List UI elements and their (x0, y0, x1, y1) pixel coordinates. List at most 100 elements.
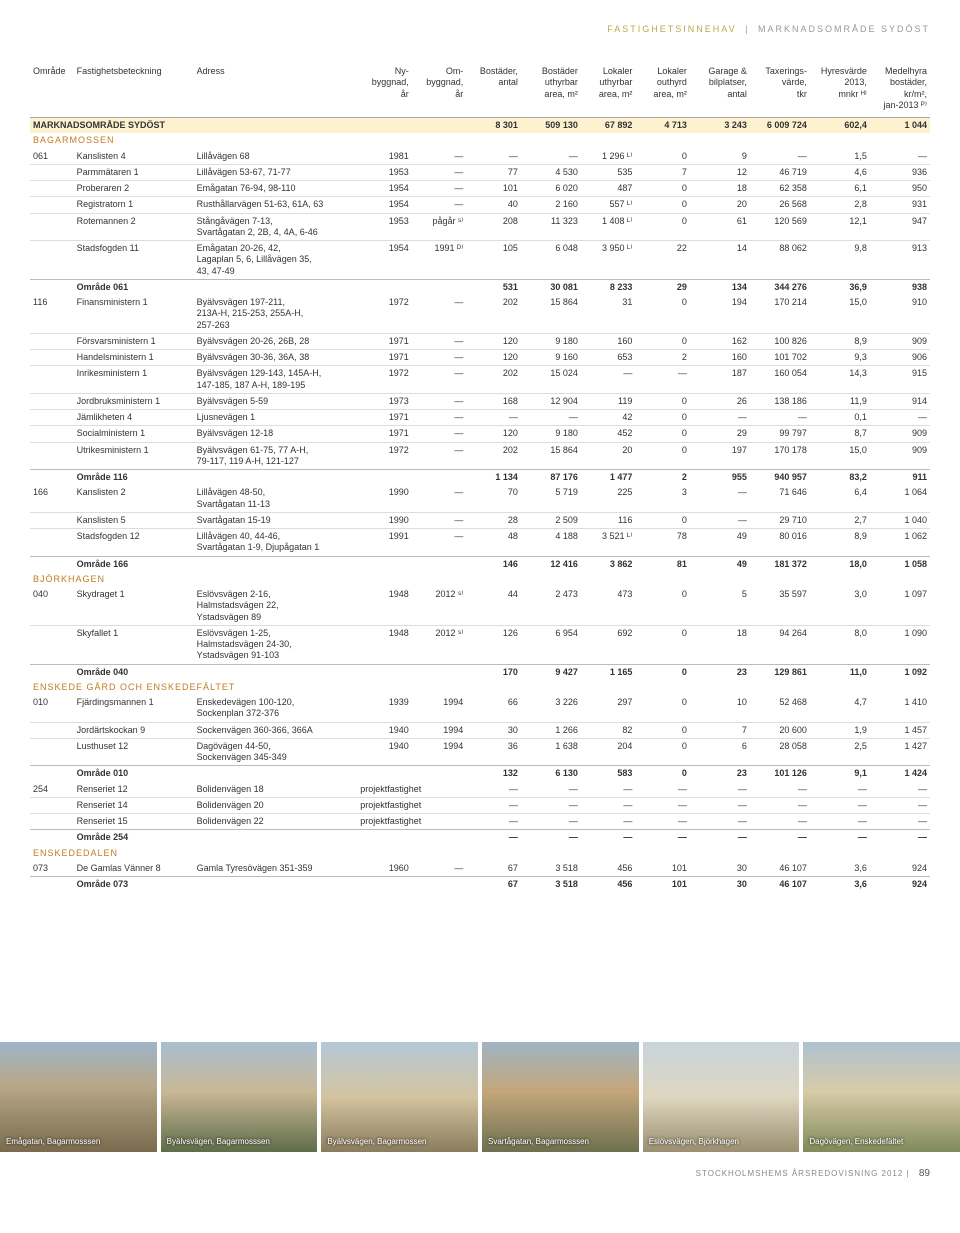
cell: 010 (30, 695, 74, 722)
cell: 7 (690, 722, 750, 738)
photo: Eslövsvägen, Björkhagen (643, 1042, 800, 1152)
cell: 116 (581, 512, 636, 528)
cell: 120 569 (750, 213, 810, 241)
cell: 67 (466, 861, 521, 877)
cell: — (635, 814, 690, 830)
cell: Svartågatan 15-19 (194, 512, 358, 528)
cell: 1 477 (581, 470, 636, 486)
cell: — (870, 797, 930, 813)
photo-caption: Dagövägen, Enskedefältet (809, 1137, 903, 1146)
cell: 1 044 (870, 118, 930, 134)
cell: 4,7 (810, 695, 870, 722)
table-row: 040Skydraget 1Eslövsvägen 2-16,Halmstads… (30, 587, 930, 625)
cell: 3 862 (581, 556, 636, 572)
cell: Dagövägen 44-50,Sockenvägen 345-349 (194, 738, 358, 766)
cell: 61 (690, 213, 750, 241)
cell: 70 (466, 485, 521, 512)
cell: Handelsministern 1 (74, 350, 194, 366)
photo-caption: Byälvsvägen, Bagarmosssen (167, 1137, 270, 1146)
cell: 101 (635, 877, 690, 893)
cell: 80 016 (750, 529, 810, 557)
cell: — (690, 410, 750, 426)
cell: 23 (690, 766, 750, 782)
cell: Stadsfogden 11 (74, 241, 194, 280)
cell: Gamla Tyresövägen 351-359 (194, 861, 358, 877)
cell: — (412, 333, 467, 349)
cell: Jordärtskockan 9 (74, 722, 194, 738)
cell: Emågatan 20-26, 42,Lagaplan 5, 6, Lillåv… (194, 241, 358, 280)
cell: 9,8 (810, 241, 870, 280)
cell: — (870, 782, 930, 798)
cell: Stadsfogden 12 (74, 529, 194, 557)
cell: — (521, 814, 581, 830)
cell: 225 (581, 485, 636, 512)
cell: Rusthållarvägen 51-63, 61A, 63 (194, 197, 358, 213)
cell: 509 130 (521, 118, 581, 134)
cell: 0 (635, 664, 690, 680)
cell (30, 529, 74, 557)
cell: 1,9 (810, 722, 870, 738)
photo: Dagövägen, Enskedefältet (803, 1042, 960, 1152)
cell (30, 664, 74, 680)
cell: Skyfallet 1 (74, 625, 194, 664)
cell: 254 (30, 782, 74, 798)
cell (30, 366, 74, 394)
cell: 938 (870, 279, 930, 295)
cell: 924 (870, 877, 930, 893)
cell: — (690, 782, 750, 798)
cell: — (412, 529, 467, 557)
subtotal-row: Område 1161 13487 1761 4772955940 95783,… (30, 470, 930, 486)
photo-caption: Eslövsvägen, Björkhagen (649, 1137, 739, 1146)
cell: 2 473 (521, 587, 581, 625)
group-header: ENSKEDE GÅRD OCH ENSKEDEFÄLTET (30, 680, 930, 695)
cell (357, 877, 412, 893)
cell: 11,9 (810, 393, 870, 409)
cell (412, 664, 467, 680)
cell: 2012 ˢ⁾ (412, 587, 467, 625)
cell: — (690, 512, 750, 528)
cell: 1 427 (870, 738, 930, 766)
cell: 913 (870, 241, 930, 280)
cell: — (690, 814, 750, 830)
cell: 1 090 (870, 625, 930, 664)
cell: 48 (466, 529, 521, 557)
cell: 6,1 (810, 181, 870, 197)
cell: 6 009 724 (750, 118, 810, 134)
table-row: Kanslisten 5Svartågatan 15-191990—282 50… (30, 512, 930, 528)
cell: 4 713 (635, 118, 690, 134)
cell (30, 213, 74, 241)
cell: 15,0 (810, 442, 870, 470)
cell: 29 (690, 426, 750, 442)
cell: Byälvsvägen 61-75, 77 A-H,79-117, 119 A-… (194, 442, 358, 470)
cell: 28 058 (750, 738, 810, 766)
cell: 119 (581, 393, 636, 409)
market-total-row: MARKNADSOMRÅDE SYDÖST8 301509 13067 8924… (30, 118, 930, 134)
cell: 1 064 (870, 485, 930, 512)
cell: 8 233 (581, 279, 636, 295)
cell: 9 427 (521, 664, 581, 680)
cell (30, 442, 74, 470)
cell: Socialministern 1 (74, 426, 194, 442)
cell: Eslövsvägen 1-25,Halmstadsvägen 24-30,Ys… (194, 625, 358, 664)
cell: 170 214 (750, 295, 810, 333)
cell: 3 518 (521, 861, 581, 877)
photo-caption: Emågatan, Bagarmosssen (6, 1137, 100, 1146)
cell: 26 568 (750, 197, 810, 213)
cell: 202 (466, 295, 521, 333)
cell: 40 (466, 197, 521, 213)
cell: 1 408 ᴸ⁾ (581, 213, 636, 241)
cell: BAGARMOSSEN (30, 133, 930, 148)
cell: — (690, 485, 750, 512)
cell: — (412, 181, 467, 197)
table-row: Utrikesministern 1Byälvsvägen 61-75, 77 … (30, 442, 930, 470)
cell: 22 (635, 241, 690, 280)
cell: 940 957 (750, 470, 810, 486)
cell: Inrikesministern 1 (74, 366, 194, 394)
cell: BJÖRKHAGEN (30, 572, 930, 587)
th-hyres: Hyresvärde2013,mnkr ᴴ⁾ (810, 64, 870, 118)
cell: 0 (635, 738, 690, 766)
cell: 202 (466, 442, 521, 470)
cell: Byälvsvägen 129-143, 145A-H,147-185, 187… (194, 366, 358, 394)
breadcrumb-sep: | (745, 24, 749, 34)
cell (357, 118, 412, 134)
